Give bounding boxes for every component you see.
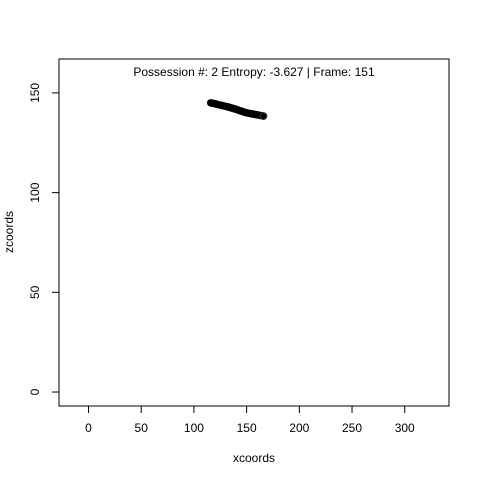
- y-tick-label: 0: [28, 388, 42, 395]
- x-axis-label: xcoords: [233, 451, 275, 465]
- y-tick-label: 100: [28, 182, 42, 202]
- y-tick-label: 50: [28, 285, 42, 299]
- x-tick-label: 100: [184, 421, 204, 435]
- x-tick-label: 250: [342, 421, 362, 435]
- y-axis: 0 50 100 150: [28, 83, 60, 395]
- x-tick-label: 200: [289, 421, 309, 435]
- y-axis-label: zcoords: [2, 211, 16, 253]
- x-tick-label: 300: [395, 421, 415, 435]
- data-points: [206, 99, 268, 120]
- chart-title: Possession #: 2 Entropy: -3.627 | Frame:…: [133, 65, 375, 79]
- data-point-outline: [259, 112, 268, 120]
- x-tick-label: 150: [237, 421, 257, 435]
- y-tick-label: 150: [28, 83, 42, 103]
- x-axis: 0 50 100 150 200 250 300: [85, 405, 415, 435]
- x-tick-label: 0: [85, 421, 92, 435]
- x-tick-label: 50: [135, 421, 149, 435]
